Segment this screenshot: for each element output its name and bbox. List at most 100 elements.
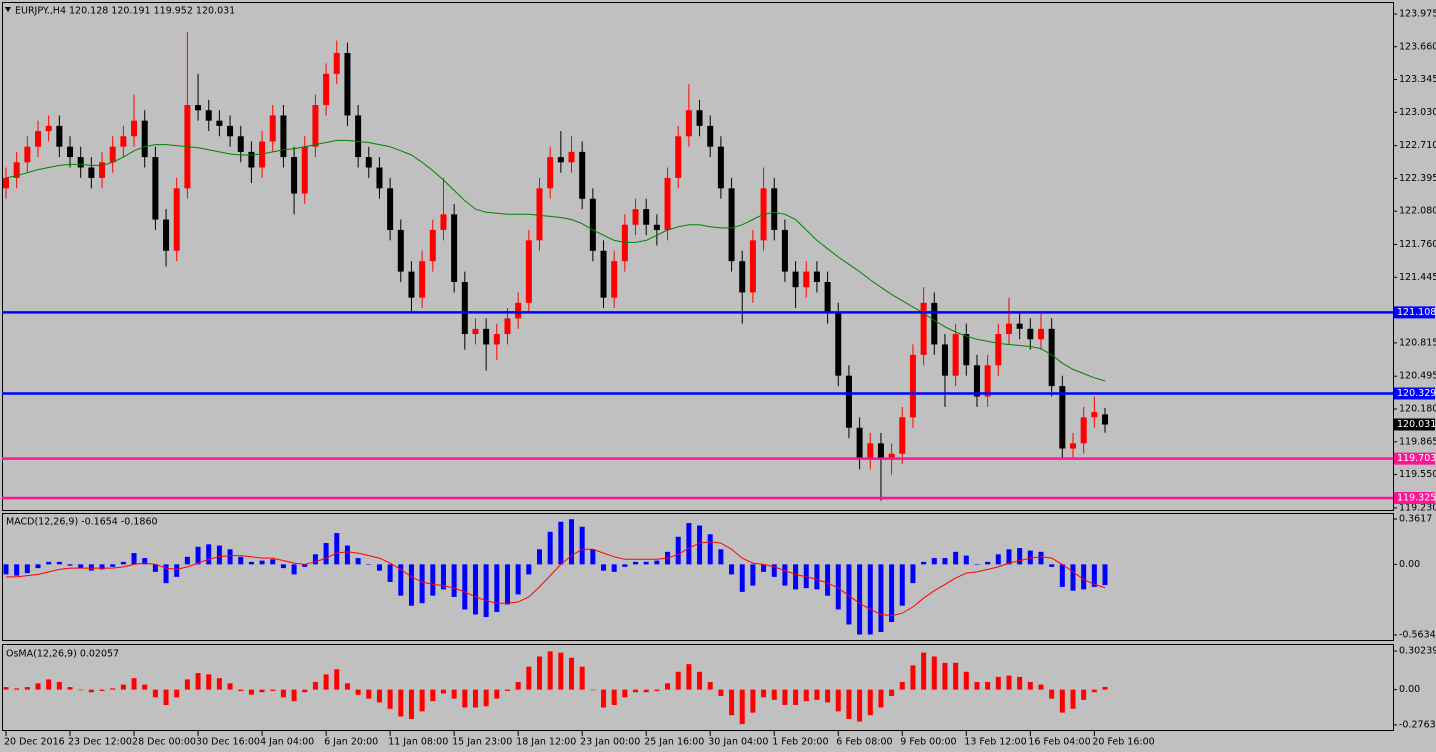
osma-bar <box>793 689 799 705</box>
macd-bar <box>569 519 575 565</box>
macd-bar <box>291 564 297 575</box>
y-tick-label: 123.975 <box>1399 8 1436 19</box>
macd-bar <box>35 564 41 569</box>
candle-body <box>45 125 52 132</box>
level-label-box <box>1394 306 1435 319</box>
osma-bar <box>302 689 308 693</box>
candle-body <box>451 214 458 283</box>
candle-body <box>739 261 746 293</box>
macd-bar <box>963 555 969 565</box>
candle-body <box>397 229 404 272</box>
osma-bar <box>1081 689 1087 700</box>
candle-body <box>248 151 255 168</box>
candle-body <box>984 365 991 397</box>
macd-bar <box>99 564 105 570</box>
price-label: 120.031 <box>1397 419 1436 430</box>
macd-bar <box>398 564 404 596</box>
osma-bar <box>590 689 596 691</box>
menu-arrow[interactable] <box>5 7 11 12</box>
candle-body <box>3 177 9 189</box>
candle-body <box>269 115 276 142</box>
y-tick-label: 119.550 <box>1399 469 1436 480</box>
osma-bar <box>569 657 575 690</box>
osma-bar <box>910 665 916 690</box>
candle-body <box>173 188 180 251</box>
osma-bar <box>99 689 105 691</box>
candle-body <box>237 136 244 152</box>
macd-bar <box>846 564 852 625</box>
macd-bar <box>601 564 607 571</box>
macd-bar <box>174 564 180 577</box>
candle-body <box>419 261 426 298</box>
macd-bar <box>451 564 457 597</box>
macd-bar <box>67 564 73 566</box>
candle-body <box>376 167 383 189</box>
osma-bar <box>451 689 457 699</box>
y-tick-label: -0.5634 <box>1399 629 1436 640</box>
osma-bar <box>537 656 542 690</box>
macd-bar <box>857 564 863 635</box>
macd-bar <box>270 559 276 565</box>
osma-bar <box>1038 684 1044 690</box>
osma-bar <box>216 678 222 690</box>
osma-bar <box>440 689 446 694</box>
candle-body <box>301 146 308 194</box>
macd-bar <box>835 564 841 610</box>
macd-bar <box>1091 564 1097 587</box>
macd-bar <box>622 564 628 567</box>
macd-bar <box>3 564 9 575</box>
x-tick-label: 18 Jan 12:00 <box>516 737 576 748</box>
macd-bar <box>323 543 329 565</box>
candle-body <box>88 167 95 178</box>
macd-bar <box>419 564 425 604</box>
candle-body <box>35 131 42 147</box>
candle-body <box>131 120 138 137</box>
osma-bar <box>1059 689 1065 713</box>
osma-bar <box>526 666 532 690</box>
candle-body <box>547 157 554 189</box>
macd-bar <box>14 564 20 576</box>
osma-bar <box>889 689 895 697</box>
osma-bar <box>622 689 628 698</box>
osma-bar <box>750 689 756 713</box>
macd-bar <box>953 551 959 565</box>
osma-bar <box>78 689 84 691</box>
osma-bar <box>1102 687 1108 690</box>
macd-bar <box>355 558 361 565</box>
osma-bar <box>472 689 478 708</box>
macd-bar <box>1102 564 1108 586</box>
macd-bar <box>675 536 681 565</box>
candle-body <box>280 115 287 158</box>
signal-line <box>6 541 1106 617</box>
macd-bar <box>1081 564 1087 590</box>
osma-bar <box>718 689 724 697</box>
macd-bar <box>163 564 169 584</box>
level-label: 120.329 <box>1397 388 1436 399</box>
candle-body <box>1091 412 1098 418</box>
osma-bar <box>803 689 809 702</box>
macd-bar <box>259 560 265 565</box>
macd-bar <box>238 556 244 565</box>
x-tick-label: 1 Feb 20:00 <box>772 737 828 748</box>
osma-bar <box>878 689 884 708</box>
candle-body <box>440 214 447 230</box>
osma-bar <box>953 662 959 690</box>
x-tick-label: 16 Feb 04:00 <box>1028 737 1090 748</box>
y-tick-label: 123.660 <box>1399 41 1436 52</box>
candle-body <box>291 157 298 194</box>
y-tick-label: 119.230 <box>1399 502 1436 513</box>
macd-bar <box>931 558 937 565</box>
macd-bar <box>184 556 190 565</box>
y-tick-label: -0.2763 <box>1399 719 1436 730</box>
y-tick-label: 119.865 <box>1399 436 1436 447</box>
macd-bar <box>686 523 692 565</box>
y-tick-label: 120.180 <box>1399 403 1436 414</box>
macd-bar <box>878 564 884 632</box>
x-tick-label: 11 Jan 08:00 <box>388 737 448 748</box>
candle-body <box>152 157 159 220</box>
osma-bar <box>665 683 671 690</box>
osma-bar <box>462 689 468 708</box>
osma-bar <box>14 688 20 690</box>
osma-bar <box>56 682 62 690</box>
